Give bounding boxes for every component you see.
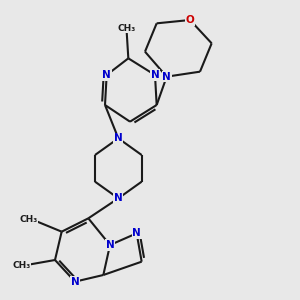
- Text: N: N: [114, 193, 123, 203]
- Text: CH₃: CH₃: [13, 260, 31, 269]
- Text: N: N: [102, 70, 111, 80]
- Text: N: N: [70, 277, 80, 287]
- Text: N: N: [151, 70, 159, 80]
- Text: O: O: [186, 15, 194, 25]
- Text: N: N: [106, 240, 114, 250]
- Text: CH₃: CH₃: [118, 24, 136, 33]
- Text: N: N: [114, 133, 123, 143]
- Text: N: N: [132, 228, 141, 238]
- Text: N: N: [162, 72, 171, 82]
- Text: CH₃: CH₃: [19, 215, 38, 224]
